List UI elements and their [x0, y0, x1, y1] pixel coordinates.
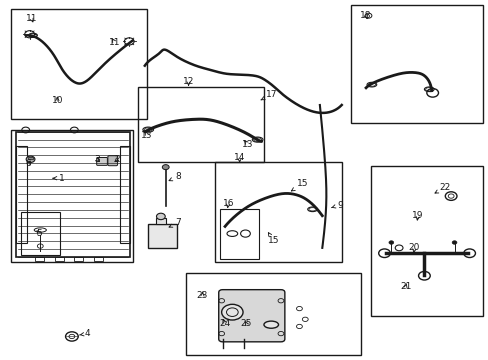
Text: 19: 19: [411, 211, 423, 220]
Bar: [74, 257, 83, 261]
Text: 11: 11: [109, 38, 120, 47]
Text: 5: 5: [36, 229, 42, 238]
Text: 20: 20: [408, 243, 419, 252]
Text: 24: 24: [219, 319, 230, 328]
FancyBboxPatch shape: [218, 290, 285, 342]
Bar: [11, 130, 132, 262]
Bar: [370, 166, 482, 316]
FancyBboxPatch shape: [97, 157, 107, 165]
Text: 6: 6: [26, 159, 31, 168]
Text: 23: 23: [197, 291, 208, 300]
Text: 22: 22: [434, 183, 449, 193]
Bar: [11, 9, 147, 119]
Bar: [186, 273, 361, 355]
Bar: [55, 257, 63, 261]
Text: 16: 16: [222, 199, 234, 208]
Text: 10: 10: [51, 96, 63, 105]
Circle shape: [221, 304, 243, 320]
Bar: [351, 5, 482, 123]
Text: 13: 13: [242, 140, 253, 149]
Text: 18: 18: [360, 11, 371, 20]
Text: 25: 25: [240, 319, 251, 328]
FancyBboxPatch shape: [148, 224, 177, 248]
Circle shape: [162, 165, 169, 170]
Bar: [119, 146, 130, 243]
Ellipse shape: [264, 321, 278, 328]
Bar: [28, 157, 33, 159]
Text: 17: 17: [261, 90, 277, 100]
Bar: [16, 132, 130, 257]
Text: 8: 8: [169, 172, 181, 181]
Bar: [21, 212, 60, 255]
Bar: [215, 162, 341, 262]
Text: 4: 4: [80, 329, 90, 338]
Text: 14: 14: [233, 153, 245, 162]
Bar: [94, 257, 102, 261]
FancyBboxPatch shape: [108, 156, 117, 166]
Text: 11: 11: [26, 14, 37, 23]
Text: 15: 15: [267, 233, 279, 245]
Text: 1: 1: [53, 174, 64, 183]
Text: 13: 13: [141, 131, 153, 140]
Circle shape: [26, 156, 35, 162]
Bar: [220, 208, 259, 258]
Bar: [16, 146, 27, 243]
Circle shape: [451, 241, 456, 244]
Text: 12: 12: [183, 77, 194, 86]
Text: 7: 7: [169, 219, 181, 228]
Text: 3: 3: [94, 155, 100, 164]
Text: 21: 21: [399, 282, 410, 291]
Bar: [155, 218, 166, 224]
Text: 9: 9: [331, 201, 342, 210]
Bar: [35, 257, 44, 261]
Bar: [137, 87, 264, 162]
Text: 15: 15: [291, 179, 308, 191]
Circle shape: [156, 213, 165, 220]
Circle shape: [388, 241, 393, 244]
Text: 2: 2: [115, 155, 120, 164]
